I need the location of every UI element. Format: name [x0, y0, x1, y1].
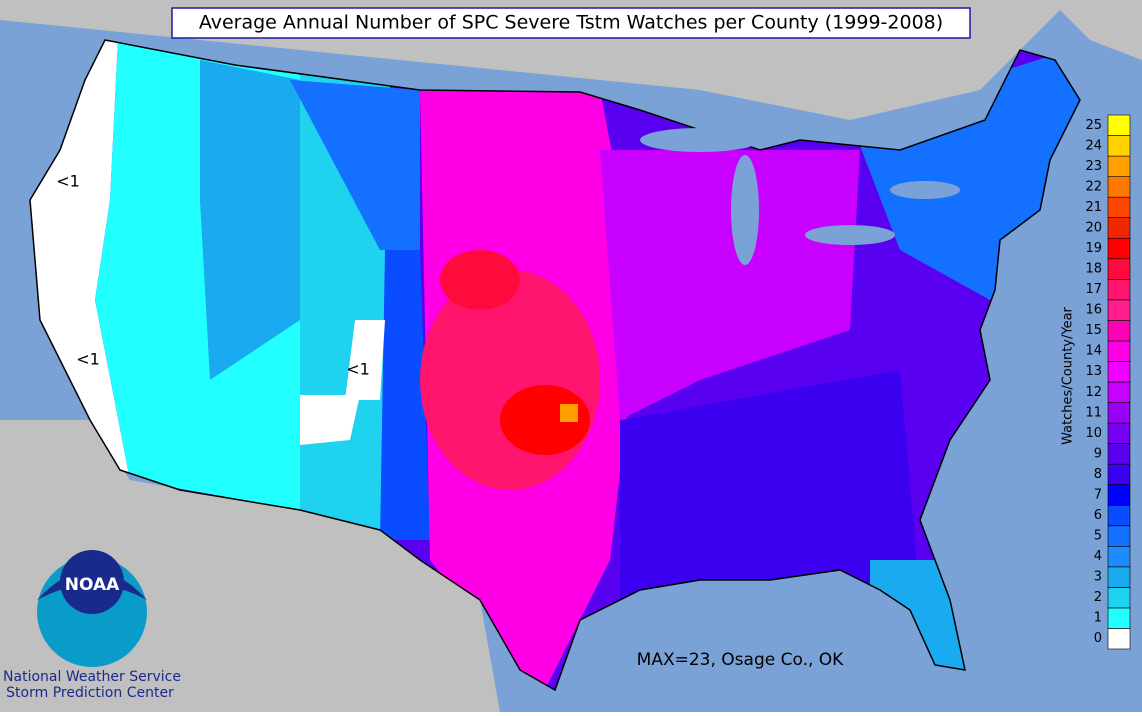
region — [300, 395, 360, 445]
max-note: MAX=23, Osage Co., OK — [637, 650, 845, 670]
legend-label: 2 — [1094, 590, 1102, 605]
region — [200, 60, 300, 380]
legend-swatch — [1107, 546, 1131, 568]
legend-swatch — [1107, 135, 1131, 157]
lake-michigan — [731, 155, 759, 265]
annotation: <1 — [346, 360, 370, 379]
region — [500, 385, 590, 455]
legend-label: 13 — [1085, 364, 1102, 379]
legend-label: 4 — [1094, 549, 1102, 564]
legend-swatch — [1107, 587, 1131, 609]
logo-text: NOAA — [65, 575, 120, 595]
legend-swatch — [1107, 607, 1131, 629]
legend-swatch — [1107, 402, 1131, 424]
region — [420, 270, 600, 490]
legend-label: 8 — [1094, 467, 1102, 482]
lake-superior — [640, 128, 760, 152]
legend-label: 6 — [1094, 508, 1102, 523]
legend-label: 3 — [1094, 570, 1102, 585]
legend-swatch — [1107, 237, 1131, 260]
legend-label: 10 — [1085, 426, 1102, 441]
region — [600, 150, 860, 420]
legend-label: 9 — [1094, 446, 1102, 461]
title: Average Annual Number of SPC Severe Tstm… — [199, 12, 943, 34]
logo-top — [60, 550, 124, 614]
lake-erie — [805, 225, 895, 245]
legend-swatch — [1107, 422, 1131, 444]
center: Storm Prediction Center — [6, 685, 174, 701]
region — [290, 80, 420, 250]
legend-swatch — [1107, 504, 1131, 527]
legend-swatch — [1107, 628, 1131, 650]
legend-swatch — [1107, 361, 1131, 383]
legend-swatch — [1107, 217, 1131, 239]
legend-swatch — [1107, 176, 1131, 198]
region — [380, 250, 430, 540]
legend-swatch — [1107, 258, 1131, 280]
legend-title: Watches/County/Year — [1061, 306, 1076, 444]
legend-swatch — [1107, 320, 1131, 342]
legend-swatch — [1107, 114, 1131, 136]
legend-label: 19 — [1085, 241, 1102, 256]
legend-label: 11 — [1085, 405, 1102, 420]
legend-swatch — [1107, 279, 1131, 301]
legend-swatch — [1107, 525, 1131, 547]
legend-label: 1 — [1094, 611, 1102, 626]
legend-swatch — [1107, 196, 1131, 218]
legend-swatch — [1107, 484, 1131, 506]
legend-label: 21 — [1085, 200, 1102, 215]
legend-label: 22 — [1085, 179, 1102, 194]
legend-label: 24 — [1085, 138, 1102, 153]
org: National Weather Service — [3, 669, 181, 685]
max-county — [560, 404, 578, 422]
legend-swatch — [1107, 463, 1131, 485]
legend-swatch — [1107, 155, 1131, 177]
legend-swatch — [1107, 566, 1131, 588]
legend-label: 16 — [1085, 303, 1102, 318]
legend-label: 0 — [1094, 631, 1102, 646]
title-box — [171, 7, 971, 39]
legend-label: 23 — [1085, 159, 1102, 174]
region — [620, 370, 920, 600]
region — [440, 250, 520, 310]
legend-label: 17 — [1085, 282, 1102, 297]
legend-label: 20 — [1085, 220, 1102, 235]
us-border — [29, 39, 1081, 692]
annotation: <1 — [76, 350, 100, 369]
legend-label: 25 — [1085, 118, 1102, 133]
legend-label: 7 — [1094, 487, 1102, 502]
legend-label: 14 — [1085, 344, 1102, 359]
legend-label: 5 — [1094, 529, 1102, 544]
legend-swatch — [1107, 443, 1131, 465]
legend-swatch — [1107, 381, 1131, 403]
region — [345, 320, 385, 400]
legend-label: 18 — [1085, 262, 1102, 277]
annotation: <1 — [56, 172, 80, 191]
legend-label: 12 — [1085, 385, 1102, 400]
lake-ontario — [890, 181, 960, 199]
legend-swatch — [1107, 299, 1131, 321]
legend-label: 15 — [1085, 323, 1102, 338]
legend-swatch — [1107, 340, 1131, 362]
